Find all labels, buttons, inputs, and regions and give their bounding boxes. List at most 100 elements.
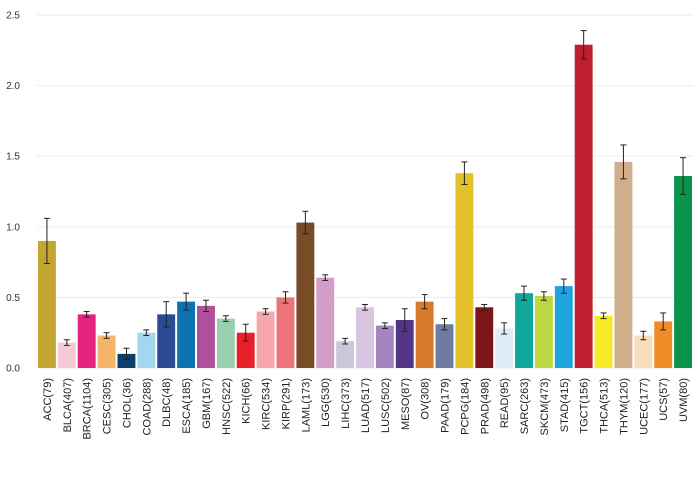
error-bar	[202, 299, 209, 313]
bar	[674, 176, 693, 368]
error-bar	[441, 318, 448, 331]
error-bar	[600, 312, 607, 320]
bar	[177, 301, 196, 368]
error-bar	[580, 30, 587, 60]
y-tick-label: 2.0	[6, 81, 20, 92]
bar	[57, 342, 76, 368]
error-bar	[43, 217, 50, 265]
error-bar	[560, 278, 567, 294]
error-bar	[302, 210, 309, 235]
error-bar	[163, 301, 170, 328]
x-tick-label: TGCT(156)	[579, 378, 591, 434]
error-bar	[421, 294, 428, 310]
bar	[495, 328, 514, 368]
x-tick-label: PAAD(179)	[440, 378, 452, 433]
bar	[375, 325, 394, 368]
error-bar	[103, 332, 110, 339]
error-bar	[381, 322, 388, 329]
x-axis-tick-labels: ACC(79) BLCA(407) BRCA(1104) CESC(305) CHOL(…	[42, 378, 690, 440]
error-bar	[362, 303, 368, 311]
error-bar	[620, 144, 627, 180]
bar	[475, 307, 494, 368]
x-tick-label: ACC(79)	[42, 378, 54, 421]
bar	[276, 297, 295, 368]
bar	[296, 222, 315, 368]
error-bar	[83, 311, 90, 318]
x-tick-label: GBM(167)	[201, 378, 213, 429]
error-bar	[282, 291, 289, 304]
bar	[137, 332, 156, 368]
x-tick-label: ESCA(185)	[181, 378, 193, 434]
bar	[256, 311, 275, 368]
y-tick-label: 1.5	[6, 152, 20, 163]
x-tick-label: KIRP(291)	[280, 378, 292, 429]
error-bar	[660, 312, 667, 331]
bar	[37, 240, 56, 368]
x-tick-label: PCPG(184)	[459, 378, 471, 435]
x-tick-label: CHOL(36)	[121, 378, 133, 428]
x-tick-label: UCEC(177)	[638, 378, 650, 435]
x-tick-label: LUAD(517)	[360, 378, 372, 433]
x-tick-label: COAD(288)	[141, 378, 153, 435]
error-bar	[143, 329, 150, 337]
error-bar	[63, 339, 70, 346]
x-tick-label: OV(308)	[420, 378, 432, 420]
bar	[117, 353, 136, 368]
bar	[336, 341, 355, 368]
x-tick-label: READ(95)	[499, 378, 511, 428]
bar	[634, 335, 653, 368]
bar	[415, 301, 434, 368]
bar	[515, 293, 533, 368]
y-tick-label: 1.0	[6, 222, 20, 233]
x-tick-label: DLBC(48)	[161, 378, 173, 427]
y-axis-tick-labels: 0.0 0.5 1.0 1.5 2.0 2.5	[6, 11, 20, 375]
x-tick-label: BRCA(1104)	[82, 378, 94, 440]
bar	[236, 332, 255, 368]
bar	[395, 320, 414, 368]
bar	[435, 324, 454, 368]
x-tick-label: STAD(415)	[559, 378, 571, 432]
error-bar	[183, 292, 190, 311]
x-tick-label: THCA(513)	[599, 378, 611, 434]
error-bar	[242, 323, 249, 342]
bar	[77, 314, 96, 368]
x-tick-label: THYM(120)	[618, 378, 630, 435]
x-tick-label: BLCA(407)	[62, 378, 74, 432]
x-tick-label: LUSC(502)	[380, 378, 392, 433]
bar	[654, 321, 673, 368]
bar	[574, 44, 593, 369]
error-bar	[521, 285, 528, 301]
error-bar	[262, 308, 269, 315]
bar	[554, 286, 573, 368]
x-tick-label: KICH(66)	[241, 378, 253, 424]
bar	[216, 318, 235, 368]
x-tick-label: LIHC(373)	[340, 378, 352, 429]
x-tick-label: SKCM(473)	[539, 378, 551, 435]
error-bar	[501, 322, 508, 335]
bar	[356, 307, 374, 368]
bars	[37, 44, 693, 369]
error-bar	[342, 337, 349, 345]
y-tick-label: 2.5	[6, 11, 20, 22]
bar	[197, 305, 215, 368]
error-bar	[640, 330, 647, 341]
bar	[97, 335, 116, 368]
error-bar	[680, 157, 687, 195]
x-tick-label: UCS(57)	[658, 378, 670, 421]
x-tick-label: SARC(263)	[519, 378, 531, 434]
error-bar	[540, 291, 547, 301]
y-tick-label: 0.5	[6, 293, 20, 304]
error-bar	[322, 274, 329, 281]
error-bar	[481, 303, 488, 311]
x-tick-label: CESC(305)	[102, 378, 114, 434]
x-tick-label: HNSC(522)	[221, 378, 233, 435]
bar	[534, 296, 553, 368]
bar	[614, 161, 633, 368]
x-tick-label: PRAD(498)	[479, 378, 491, 434]
bar	[455, 173, 474, 368]
error-bar	[123, 347, 130, 361]
x-tick-label: UVM(80)	[678, 378, 690, 422]
bar	[594, 315, 613, 368]
